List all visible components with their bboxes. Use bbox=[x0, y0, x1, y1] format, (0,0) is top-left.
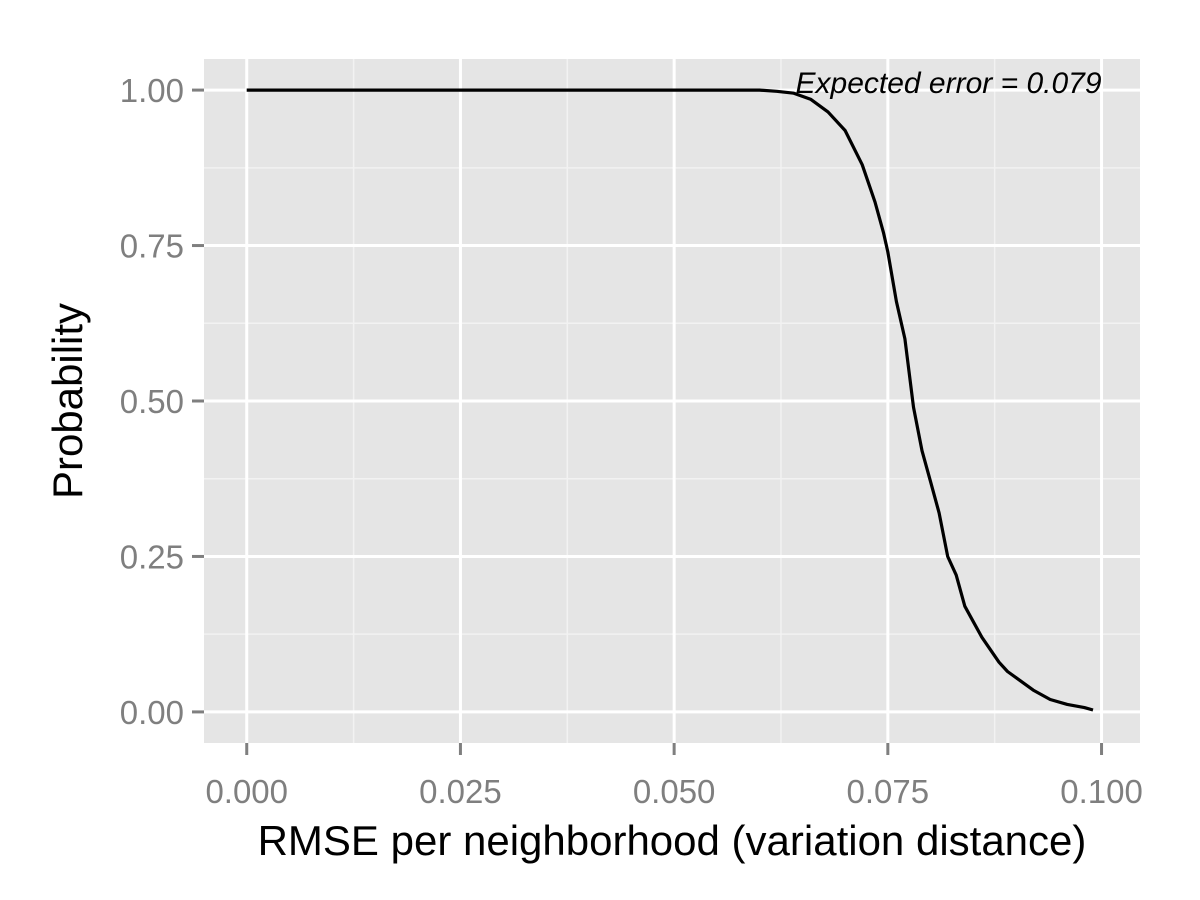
annotation-expected-error: Expected error = 0.079 bbox=[796, 67, 1102, 100]
x-tick-label: 0.000 bbox=[205, 773, 288, 810]
x-tick-label: 0.100 bbox=[1060, 773, 1143, 810]
y-tick-label: 0.00 bbox=[120, 694, 184, 731]
tick-labels: 0.000 0.025 0.050 0.075 0.100 0.00 0.25 0.50 0.7… bbox=[120, 72, 1143, 810]
axis-ticks bbox=[192, 88, 1104, 755]
y-tick-label: 1.00 bbox=[120, 72, 184, 109]
y-tick-label: 0.25 bbox=[120, 538, 184, 575]
y-axis-title: Probability bbox=[44, 303, 91, 499]
y-tick-label: 0.75 bbox=[120, 228, 184, 265]
x-tick-label: 0.025 bbox=[419, 773, 502, 810]
x-tick-label: 0.075 bbox=[847, 773, 930, 810]
x-axis-title: RMSE per neighborhood (variation distanc… bbox=[258, 817, 1087, 864]
x-tick-label: 0.050 bbox=[633, 773, 716, 810]
y-tick-label: 0.50 bbox=[120, 383, 184, 420]
series-line bbox=[246, 88, 1094, 712]
